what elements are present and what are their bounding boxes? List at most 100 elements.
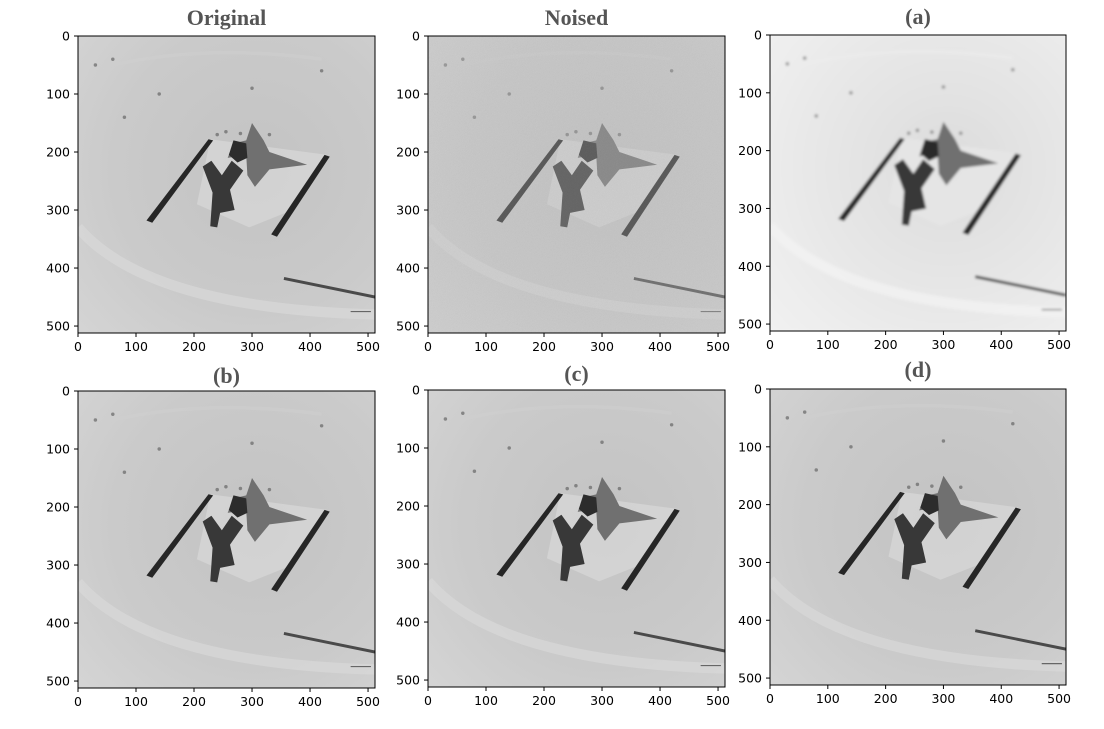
axes-frame	[427, 35, 726, 334]
terrain-track	[428, 578, 725, 674]
ground-spot	[122, 470, 127, 474]
x-tick-label: 300	[932, 337, 956, 352]
x-tick-label: 0	[424, 693, 432, 708]
y-tick-label: 300	[396, 203, 420, 218]
x-tick-label: 200	[182, 339, 206, 354]
terrain-track	[770, 576, 1067, 672]
x-tick-label: 200	[874, 337, 898, 352]
ground-spot	[915, 482, 920, 487]
aircraft-canopy	[228, 140, 248, 163]
x-tick-label: 500	[356, 694, 380, 709]
x-tick-label: 300	[932, 691, 956, 706]
ground-spot	[319, 424, 324, 428]
terrain-track	[770, 222, 1067, 318]
panel-image	[428, 36, 725, 333]
left-wall	[146, 139, 214, 223]
ground-spot	[588, 485, 593, 490]
x-tick-label: 300	[240, 694, 264, 709]
y-tick-label: 400	[738, 259, 762, 274]
panel-a: (a) 0 0 100 100 200 200 300 300 400 400 500 500	[738, 4, 1071, 352]
panel-title: Noised	[545, 5, 609, 30]
pipeline	[283, 632, 375, 654]
y-tick-label: 300	[738, 555, 762, 570]
x-tick-label: 300	[240, 339, 264, 354]
ground-spot	[215, 487, 219, 492]
ground-spot	[785, 62, 790, 66]
panel-title: (d)	[905, 357, 932, 382]
terrain-track	[78, 579, 375, 675]
y-tick-label: 500	[46, 319, 70, 334]
ground-spot	[215, 132, 219, 137]
y-tick-label: 0	[62, 29, 70, 44]
left-wall	[838, 491, 905, 576]
y-tick-label: 500	[738, 671, 762, 686]
x-tick-label: 0	[74, 339, 82, 354]
y-tick-label: 400	[46, 616, 70, 631]
aircraft-body	[227, 478, 308, 542]
y-tick-label: 200	[738, 497, 762, 512]
x-tick-label: 100	[474, 693, 498, 708]
y-tick-label: 0	[412, 29, 420, 44]
y-tick-label: 100	[46, 442, 70, 457]
y-tick-label: 100	[396, 87, 420, 102]
y-tick-label: 200	[46, 145, 70, 160]
y-tick-label: 300	[46, 203, 70, 218]
ground-spot	[224, 129, 228, 134]
x-tick-label: 0	[766, 337, 774, 352]
right-wall	[962, 507, 1021, 590]
x-tick-label: 200	[182, 694, 206, 709]
x-tick-label: 400	[298, 339, 322, 354]
ground-spot	[565, 486, 569, 491]
panel-title: (b)	[213, 363, 240, 388]
right-wall	[271, 509, 330, 592]
ground-spot	[319, 69, 324, 73]
ground-spot	[849, 445, 853, 449]
y-tick-label: 400	[46, 261, 70, 276]
x-tick-label: 400	[648, 339, 672, 354]
pipeline	[974, 629, 1067, 651]
aircraft-shadow	[202, 515, 244, 583]
ground-spot	[930, 130, 934, 134]
ground-spot	[507, 446, 511, 450]
x-tick-label: 300	[590, 693, 614, 708]
panel-noised: Noised 0 0 100 100 200 200 300 300 400 400 500 500	[396, 5, 730, 354]
ground-spot	[814, 114, 818, 118]
right-wall	[271, 154, 330, 237]
x-tick-label: 0	[424, 339, 432, 354]
left-wall	[496, 493, 564, 577]
ground-spot	[472, 469, 477, 473]
ground-spot	[930, 484, 934, 488]
x-tick-label: 100	[124, 339, 148, 354]
right-wall	[621, 508, 680, 591]
x-tick-label: 500	[1047, 337, 1071, 352]
ground-spot	[802, 410, 807, 414]
aircraft-shadow	[552, 514, 594, 582]
ground-spot	[224, 484, 228, 489]
left-wall	[838, 137, 905, 222]
x-tick-label: 0	[74, 694, 82, 709]
aircraft-shadow	[894, 513, 935, 580]
ground-spot	[941, 85, 946, 89]
ground-spot	[122, 115, 127, 119]
ground-spot	[157, 92, 161, 96]
ground-spot	[669, 423, 674, 427]
y-tick-label: 200	[738, 143, 762, 158]
axes-frame	[77, 35, 376, 334]
y-tick-label: 0	[754, 28, 762, 43]
x-tick-label: 500	[706, 693, 730, 708]
terrain-track	[781, 403, 1014, 426]
terrain-track	[781, 49, 1014, 72]
y-tick-label: 0	[754, 382, 762, 397]
aircraft-shadow	[202, 160, 244, 228]
aircraft-shadow	[894, 159, 935, 226]
x-tick-label: 500	[1047, 691, 1071, 706]
x-tick-label: 200	[532, 693, 556, 708]
ground-spot	[600, 440, 604, 444]
x-tick-label: 400	[989, 691, 1013, 706]
right-wall	[962, 153, 1021, 236]
axes-frame	[769, 388, 1067, 686]
ground-spot	[111, 412, 115, 416]
y-tick-label: 500	[396, 319, 420, 334]
y-tick-label: 500	[738, 317, 762, 332]
terrain-track	[89, 405, 322, 428]
